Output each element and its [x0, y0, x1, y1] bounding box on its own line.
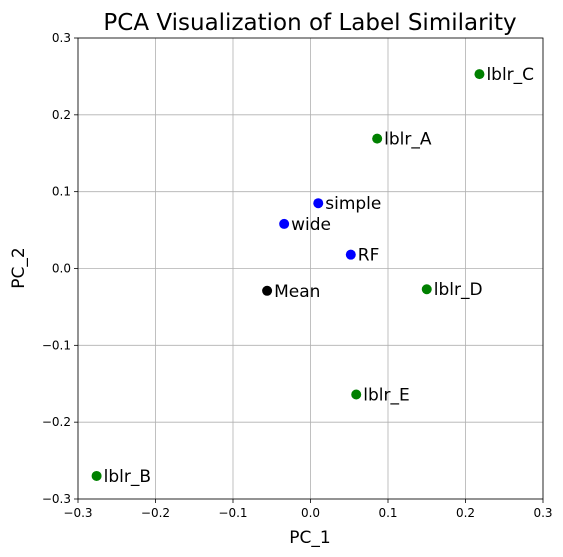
scatter-point	[474, 69, 485, 80]
scatter-point	[351, 389, 362, 400]
point-label: simple	[325, 194, 381, 214]
x-tick-label: −0.1	[218, 506, 247, 520]
scatter-point	[279, 218, 290, 229]
y-tick-label: 0.1	[52, 185, 71, 199]
x-tick-label: 0.1	[378, 506, 397, 520]
x-tick-label: 0.3	[533, 506, 552, 520]
y-tick-label: 0.2	[52, 108, 71, 122]
point-label: Mean	[274, 282, 320, 302]
point-label: lblr_E	[363, 386, 409, 406]
y-tick-label: 0.0	[52, 262, 71, 276]
grid-lines	[77, 37, 544, 500]
scatter-point	[262, 285, 273, 296]
x-tick-label: −0.2	[141, 506, 170, 520]
point-label: lblr_D	[434, 280, 483, 300]
scatter-point	[372, 133, 383, 144]
y-tick-label: −0.2	[42, 415, 71, 429]
point-label: lblr_C	[486, 65, 534, 85]
scatter-point	[91, 470, 102, 481]
y-axis-label: PC_2	[9, 247, 29, 288]
x-axis-label: PC_1	[289, 528, 330, 548]
point-label: lblr_A	[384, 130, 432, 150]
scatter-point	[313, 198, 324, 209]
x-tick-label: −0.3	[63, 506, 92, 520]
scatter-point	[345, 249, 356, 260]
y-axis-ticks: −0.3 −0.2 −0.1 0.0 0.1 0.2 0.3	[42, 31, 78, 506]
point-label: wide	[291, 215, 331, 235]
scatter-point	[421, 284, 432, 295]
y-tick-label: 0.3	[52, 31, 71, 45]
y-tick-label: −0.1	[42, 338, 71, 352]
x-axis-ticks: −0.3 −0.2 −0.1 0.0 0.1 0.2 0.3	[63, 499, 553, 520]
x-tick-label: 0.2	[456, 506, 475, 520]
point-label: RF	[358, 246, 380, 266]
chart-title: PCA Visualization of Label Similarity	[103, 10, 516, 36]
y-tick-label: −0.3	[42, 492, 71, 506]
x-tick-label: 0.0	[301, 506, 320, 520]
point-label: lblr_B	[104, 467, 151, 487]
